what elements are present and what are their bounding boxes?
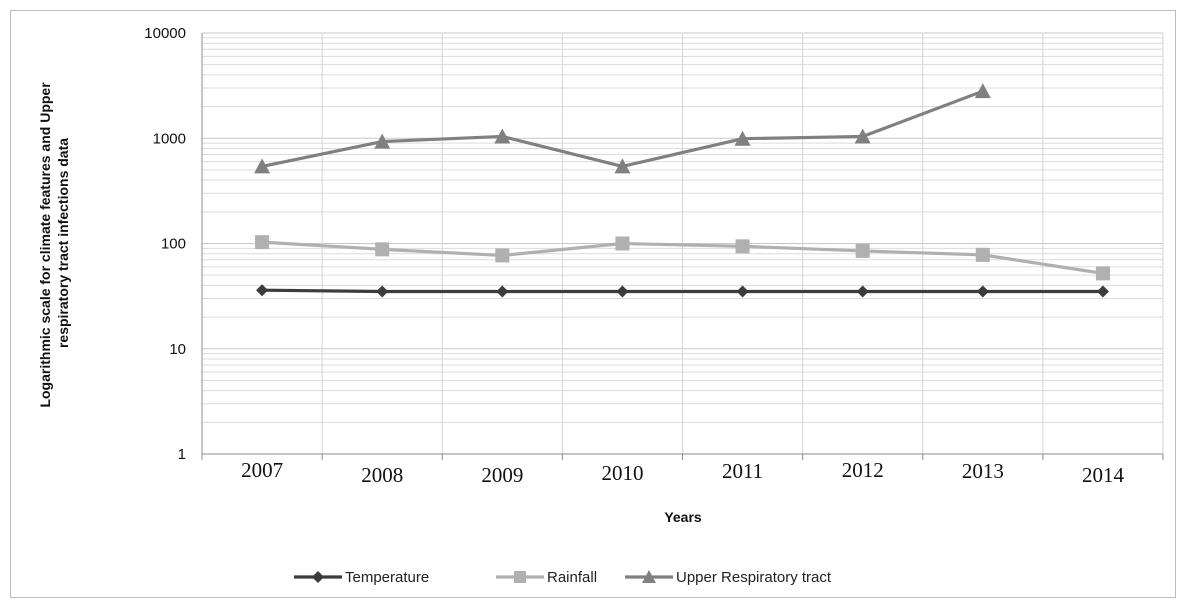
data-point-marker [495,248,510,263]
legend-item: Temperature [294,569,429,586]
y-tick-label: 10000 [144,25,186,42]
x-tick-label: 2008 [361,463,403,487]
data-point-marker [614,158,631,174]
series-1 [256,284,1109,298]
series-lines [254,83,1110,298]
data-point-marker [734,130,751,146]
y-tick-label: 100 [161,236,186,253]
series-3 [254,83,991,174]
data-point-marker [256,284,269,297]
x-tick-label: 2013 [962,459,1004,483]
data-point-marker [1095,266,1110,281]
y-tick-label: 1000 [153,130,186,147]
data-point-marker [642,570,656,583]
data-point-marker [374,133,391,149]
x-tick-label: 2012 [842,458,884,482]
data-point-marker [736,285,749,298]
y-axis-title-line-1: Logarithmic scale for climate features a… [37,82,53,408]
legend-label: Upper Respiratory tract [676,569,832,586]
y-axis-tick-labels: 1 10 100 1000 10000 [144,25,186,463]
data-point-marker [375,242,390,257]
data-point-marker [514,571,526,583]
y-tick-label: 1 [178,446,186,463]
data-point-marker [735,239,750,254]
data-point-marker [376,285,389,298]
legend-label: Temperature [345,569,429,586]
x-tick-label: 2010 [601,461,643,485]
data-point-marker [615,236,630,251]
data-point-marker [975,247,990,262]
chart-frame [10,10,1176,598]
data-point-marker [494,128,511,144]
data-point-marker [855,243,870,258]
x-tick-label: 2009 [481,463,523,487]
data-point-marker [1096,285,1109,298]
series-line [262,288,1103,294]
legend: Temperature Rainfall Upper Respiratory tra… [294,569,832,586]
x-axis-tick-labels: 2007 2008 2009 2010 2011 2012 2013 2014 [241,458,1124,487]
series-line [261,89,984,169]
data-point-marker [255,235,270,250]
y-tick-label: 10 [169,341,186,358]
data-point-marker [616,285,629,298]
legend-label: Rainfall [547,569,597,586]
data-point-marker [854,128,871,144]
y-axis-title-line-2: respiratory tract infections data [55,138,71,348]
data-point-marker [496,285,509,298]
x-tick-label: 2011 [722,459,763,483]
y-axis-title: Logarithmic scale for climate features a… [37,78,71,407]
data-point-marker [974,83,991,99]
axes [201,33,1164,460]
data-point-marker [976,285,989,298]
data-point-marker [312,571,324,583]
legend-item: Rainfall [496,569,597,586]
x-axis-title: Years [664,509,702,525]
x-tick-label: 2014 [1082,463,1125,487]
data-point-marker [856,285,869,298]
legend-item: Upper Respiratory tract [625,569,832,586]
series-line [261,240,1104,275]
series-2 [255,235,1110,281]
x-tick-label: 2007 [241,458,283,482]
data-point-marker [254,158,271,174]
